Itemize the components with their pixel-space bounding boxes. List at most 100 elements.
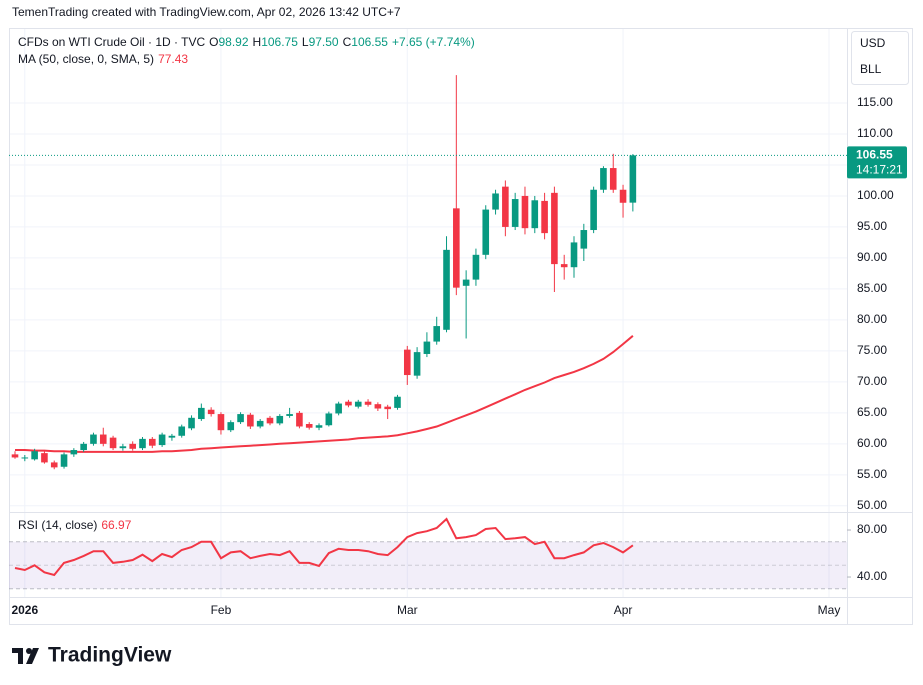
candle-body	[256, 420, 264, 427]
y-tick-label: 55.00	[857, 467, 887, 481]
unit[interactable]: BLL	[860, 62, 882, 76]
candle-body	[41, 453, 48, 463]
candle-body	[345, 401, 352, 406]
candle-body	[600, 168, 607, 190]
candle-body	[619, 189, 627, 203]
y-tick-label: 115.00	[857, 95, 893, 109]
ohlc-label: O	[209, 35, 219, 49]
ohlc-value: 106.75	[261, 35, 298, 49]
candle-body	[60, 454, 68, 467]
candle-body	[296, 412, 303, 427]
candle-body	[521, 195, 529, 229]
currency[interactable]: USD	[860, 36, 886, 50]
candle-body	[227, 422, 235, 431]
candle-body	[266, 417, 274, 424]
y-tick-label: 95.00	[857, 219, 887, 233]
y-tick-label: 110.00	[857, 126, 893, 140]
candle-body	[11, 454, 19, 458]
candle-body	[531, 200, 539, 229]
candle-body	[453, 208, 460, 288]
candle-body	[158, 434, 166, 446]
rsi-line	[14, 517, 634, 577]
candle-body	[70, 450, 78, 455]
y-tick-label: 65.00	[857, 405, 887, 419]
candle-body	[433, 326, 441, 342]
candle-body	[149, 438, 156, 446]
candle-body	[247, 414, 254, 427]
price-tag	[847, 146, 907, 179]
unit-box[interactable]	[851, 31, 909, 85]
candle-body	[462, 279, 470, 286]
rsi-value: 66.97	[101, 518, 132, 532]
price-tag-label: 106.55	[856, 148, 893, 162]
candle-body	[423, 341, 431, 354]
candle-body	[590, 189, 597, 231]
x-tick-label: Apr	[614, 603, 633, 617]
candle-body	[472, 254, 480, 280]
candle-body	[119, 446, 127, 449]
ma-name: MA (50, close, 0, SMA, 5)	[18, 52, 155, 66]
x-tick-label: 2026	[11, 603, 38, 617]
candle-body	[374, 404, 382, 409]
ohlc-value: 97.50	[308, 35, 339, 49]
candle-body	[80, 443, 87, 451]
candle-body	[90, 434, 97, 444]
x-tick-label: Mar	[397, 603, 418, 617]
candle-body	[50, 462, 58, 468]
candle-body	[178, 426, 186, 436]
ma-value: 77.43	[158, 52, 189, 66]
candle-body	[580, 230, 588, 249]
x-tick-label: Feb	[211, 603, 232, 617]
ohlc-label: H	[252, 35, 262, 49]
candle-body	[168, 435, 176, 438]
candle-body	[354, 401, 362, 407]
attribution: TemenTrading created with TradingView.co…	[12, 5, 401, 19]
y-tick-label: 100.00	[857, 188, 894, 202]
ohlc-value: 106.55	[351, 35, 388, 49]
candle-body	[109, 437, 117, 449]
ohlc-label: C	[342, 35, 352, 49]
ohlc-label: L	[301, 35, 309, 49]
rsi-legend: RSI (14, close) 66.97	[18, 518, 135, 532]
candle-body	[443, 249, 450, 330]
y-tick-label: 60.00	[857, 436, 887, 450]
candle-body	[394, 396, 401, 408]
candle-body	[502, 186, 509, 227]
candle-body	[403, 349, 411, 376]
candle-body	[286, 414, 293, 416]
candle-body	[492, 193, 499, 210]
candle-body	[325, 413, 333, 426]
frame	[9, 28, 913, 625]
candle-body	[413, 352, 421, 376]
candle-body	[335, 403, 342, 414]
price-tag-countdown: 14:17:21	[856, 163, 903, 177]
candle-body	[305, 424, 313, 428]
candle-body	[364, 401, 372, 405]
candle-body	[315, 425, 323, 428]
y-tick-label: 80.00	[857, 312, 887, 326]
candle-body	[609, 168, 617, 190]
logo-icon	[12, 648, 39, 664]
rsi-band	[9, 541, 847, 589]
candle-body	[217, 414, 225, 431]
x-tick-label: May	[818, 603, 841, 617]
candle-body	[570, 242, 578, 268]
main-legend: CFDs on WTI Crude Oil · 1D · TVC O98.92 H1…	[18, 35, 479, 49]
change: +7.65 (+7.74%)	[391, 35, 475, 49]
rsi-tick-label: 80.00	[857, 522, 887, 536]
candle-body	[541, 200, 548, 234]
y-tick-label: 90.00	[857, 250, 887, 264]
rsi-name: RSI (14, close)	[18, 518, 98, 532]
candle-body	[511, 199, 519, 227]
candle-body	[551, 192, 558, 265]
candle-body	[276, 415, 284, 424]
y-tick-label: 50.00	[857, 498, 887, 512]
candle-body	[129, 443, 136, 449]
candle-body	[629, 155, 637, 203]
candle-body	[560, 264, 568, 268]
ma-line	[15, 335, 634, 453]
candle-body	[237, 414, 244, 423]
y-tick-label: 75.00	[857, 343, 887, 357]
y-tick-label: 70.00	[857, 374, 887, 388]
